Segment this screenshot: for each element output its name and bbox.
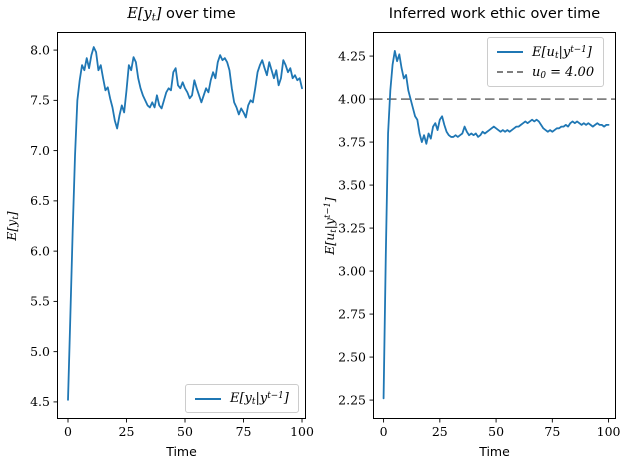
label-segment: E[y [4, 219, 19, 241]
y-tick-label: 6.5 [30, 193, 50, 208]
y-tick-label: 4.25 [338, 48, 366, 63]
right-plot-area: 0 25 50 75 100 2.25 2.50 2.75 3.00 3.25 3.50 3.75 4.… [338, 32, 621, 439]
right-y-axis-label: E[ut|yt−1] [322, 146, 342, 306]
y-tick-label: 3.00 [338, 263, 366, 278]
label-segment: |y [255, 391, 268, 406]
label-segment: |y [558, 44, 571, 60]
legend-entry-label: u0 = 4.00 [532, 64, 595, 81]
x-tick-label: 75 [544, 424, 560, 439]
right-chart-title: Inferred work ethic over time [388, 6, 601, 22]
y-tick-label: 4.00 [338, 91, 366, 106]
x-tick-label: 25 [432, 424, 448, 439]
label-segment: |y [322, 218, 337, 230]
label-segment: E[y [230, 391, 252, 406]
y-tick-label: 6.0 [30, 243, 50, 258]
x-tick-label: 25 [119, 424, 135, 439]
label-segment: ] [4, 211, 19, 217]
dashed-line-sample-icon [497, 71, 523, 73]
label-segment: = 4.00 [546, 64, 595, 80]
y-tick-label: 2.25 [338, 392, 366, 407]
left-y-axis-label: E[yt] [4, 146, 24, 306]
y-tick-label: 8.0 [30, 42, 50, 57]
solid-line-sample-icon [497, 51, 523, 53]
right-x-axis-label: Time [479, 444, 510, 459]
y-tick-label: 7.5 [30, 93, 50, 108]
x-tick-label: 50 [177, 424, 193, 439]
x-tick-label: 0 [380, 424, 388, 439]
solid-line-sample-icon [195, 397, 221, 400]
label-segment: t [329, 229, 340, 233]
label-segment: t−1 [570, 44, 587, 55]
y-tick-label: 3.75 [338, 134, 366, 149]
y-tick-label: 2.75 [338, 306, 366, 321]
label-segment: t−1 [267, 391, 284, 402]
axes-spine [373, 32, 616, 419]
label-segment: u [532, 64, 541, 80]
legend-entry: u0 = 4.00 [497, 65, 594, 80]
y-tick-label: 3.25 [338, 220, 366, 235]
data-line [67, 46, 303, 401]
left-x-axis-label: Time [166, 444, 197, 459]
label-segment: t−1 [323, 202, 334, 219]
label-segment: t [151, 12, 156, 24]
label-segment: t [11, 216, 22, 220]
legend-entry: E[yt|yt−1] [195, 391, 289, 408]
y-tick-label: 3.50 [338, 177, 366, 192]
axes-spine [57, 32, 306, 419]
left-plot-area: 0 25 50 75 100 4.5 5.0 5.5 6.0 6.5 7.0 7.5 8.0 [30, 32, 314, 439]
x-tick-label: 100 [597, 424, 621, 439]
label-segment: E[u [532, 44, 555, 60]
label-segment: ] [586, 44, 592, 60]
legend-entry: E[ut|yt−1] [497, 45, 594, 60]
label-segment: E[u [322, 232, 337, 255]
legend-entry-label: E[ut|yt−1] [532, 44, 592, 61]
x-tick-label: 50 [488, 424, 504, 439]
right-legend: E[ut|yt−1] u0 = 4.00 [487, 37, 605, 87]
x-tick-label: 75 [236, 424, 252, 439]
left-chart-title-text: over time [161, 6, 236, 22]
left-legend: E[yt|yt−1] [185, 384, 299, 413]
y-tick-label: 5.0 [30, 344, 50, 359]
data-line [382, 50, 610, 400]
label-segment: t [554, 50, 559, 61]
y-tick-label: 7.0 [30, 143, 50, 158]
y-tick-label: 4.5 [30, 394, 50, 409]
label-segment: ] [322, 197, 337, 203]
label-segment: ] [155, 6, 162, 22]
label-segment: t [251, 397, 256, 408]
y-tick-label: 5.5 [30, 294, 50, 309]
legend-entry-label: E[yt|yt−1] [230, 391, 289, 408]
left-chart-title-math: E[yt] [127, 6, 162, 24]
label-segment: E[y [127, 6, 152, 22]
y-tick-label: 2.50 [338, 349, 366, 364]
left-chart-title: E[yt] over time [57, 6, 306, 26]
x-tick-label: 0 [64, 424, 72, 439]
label-segment: ] [283, 391, 289, 406]
label-segment: 0 [540, 70, 546, 81]
x-tick-label: 100 [290, 424, 314, 439]
